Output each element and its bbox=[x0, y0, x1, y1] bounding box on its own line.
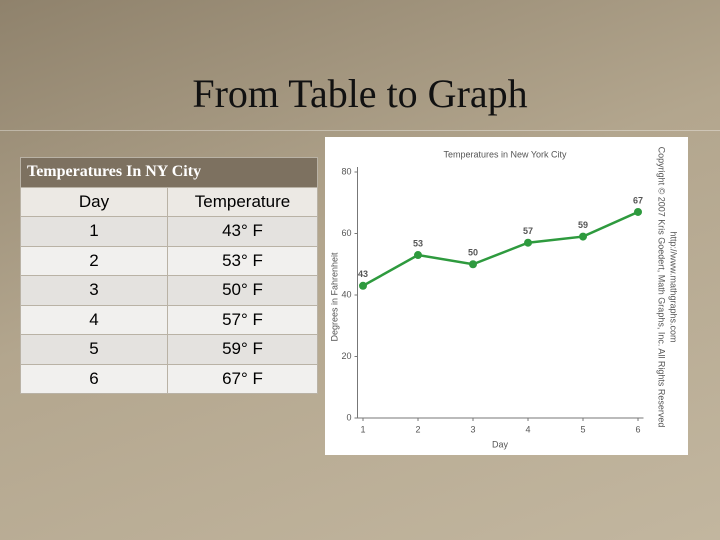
data-label: 59 bbox=[578, 220, 588, 230]
y-tick-label: 80 bbox=[341, 166, 351, 176]
table-cell: 1 bbox=[20, 216, 168, 247]
table-row: 2 53° F bbox=[20, 245, 318, 276]
data-label: 43 bbox=[358, 269, 368, 279]
y-tick-label: 20 bbox=[341, 351, 351, 361]
data-table: Temperatures In NY City Day Temperature 1… bbox=[20, 157, 318, 394]
chart-title: Temperatures in New York City bbox=[443, 149, 567, 159]
y-tick-label: 40 bbox=[341, 289, 351, 299]
table-cell: 3 bbox=[20, 275, 168, 306]
table-row: 6 67° F bbox=[20, 363, 318, 394]
y-axis-label: Degrees in Fahrenheit bbox=[329, 252, 339, 342]
x-tick-label: 2 bbox=[415, 424, 420, 434]
x-tick-label: 5 bbox=[580, 424, 585, 434]
credit: http://www.mathgraphs.com bbox=[669, 231, 679, 342]
data-label: 67 bbox=[633, 195, 643, 205]
header-cell: Temperature bbox=[167, 186, 318, 217]
data-point bbox=[359, 281, 367, 290]
data-point bbox=[414, 251, 422, 260]
x-tick-label: 3 bbox=[470, 424, 475, 434]
data-point bbox=[634, 207, 642, 216]
table-cell: 2 bbox=[20, 245, 168, 276]
table-cell: 59° F bbox=[167, 334, 318, 365]
table-cell: 4 bbox=[20, 304, 168, 335]
data-label: 57 bbox=[523, 226, 533, 236]
table-cell: 50° F bbox=[167, 275, 318, 306]
slide-title: From Table to Graph bbox=[192, 71, 528, 116]
data-label: 53 bbox=[413, 238, 423, 248]
y-tick-label: 0 bbox=[346, 412, 351, 422]
credit: Copyright © 2007 Kris Goedert, Math Grap… bbox=[657, 147, 667, 428]
x-tick-label: 4 bbox=[525, 424, 530, 434]
table-cell: 5 bbox=[20, 334, 168, 365]
table-cell: 53° F bbox=[167, 245, 318, 276]
divider bbox=[0, 130, 720, 131]
table-cell: 67° F bbox=[167, 363, 318, 394]
table-row: 1 43° F bbox=[20, 216, 318, 247]
table-caption: Temperatures In NY City bbox=[20, 157, 318, 188]
chart: Temperatures in New York City Day Degree… bbox=[325, 137, 688, 455]
header-cell: Day bbox=[20, 186, 168, 217]
x-axis-label: Day bbox=[492, 439, 509, 449]
x-tick-label: 6 bbox=[635, 424, 640, 434]
x-tick-label: 1 bbox=[360, 424, 365, 434]
table-row: 4 57° F bbox=[20, 304, 318, 335]
data-point bbox=[469, 260, 477, 269]
data-line bbox=[362, 210, 639, 287]
data-label: 50 bbox=[468, 248, 478, 258]
table-cell: 57° F bbox=[167, 304, 318, 335]
data-point bbox=[579, 232, 587, 241]
chart-background bbox=[325, 137, 688, 455]
table-row: 3 50° F bbox=[20, 275, 318, 306]
table-cell: 6 bbox=[20, 363, 168, 394]
data-point bbox=[524, 238, 532, 247]
y-tick-label: 60 bbox=[341, 228, 351, 238]
table-cell: 43° F bbox=[167, 216, 318, 247]
table-row: 5 59° F bbox=[20, 334, 318, 365]
